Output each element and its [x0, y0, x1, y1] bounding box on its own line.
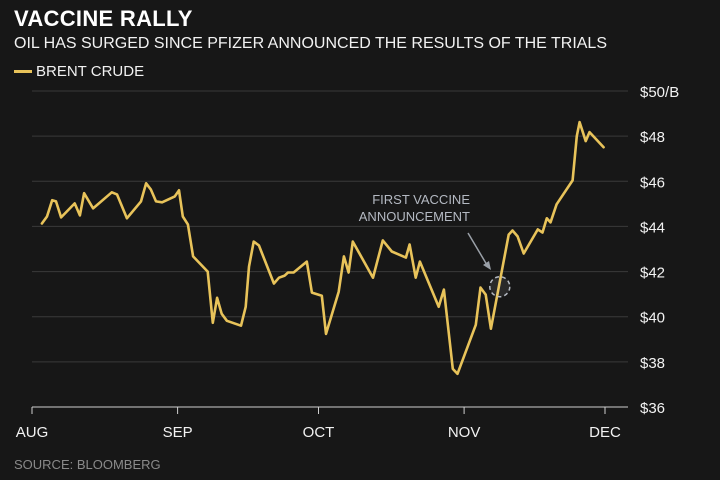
source-note: SOURCE: BLOOMBERG: [14, 457, 161, 472]
y-tick-label: $42: [640, 265, 665, 282]
x-tick-label: DEC: [589, 424, 621, 441]
annotation-text: ANNOUNCEMENT: [359, 209, 470, 224]
x-tick-label: AUG: [16, 424, 49, 441]
annotation-text: FIRST VACCINE: [372, 192, 470, 207]
legend-label: BRENT CRUDE: [36, 63, 145, 80]
legend-swatch: [14, 70, 32, 73]
y-tick-label: $50/B: [640, 84, 679, 101]
y-tick-label: $36: [640, 400, 665, 417]
y-tick-label: $46: [640, 174, 665, 191]
chart-title: VACCINE RALLY: [14, 6, 193, 31]
y-tick-label: $44: [640, 219, 665, 236]
x-tick-label: OCT: [303, 424, 335, 441]
y-tick-label: $48: [640, 129, 665, 146]
annotation-circle: [489, 275, 511, 298]
chart-subtitle: OIL HAS SURGED SINCE PFIZER ANNOUNCED TH…: [14, 35, 607, 52]
annotation-arrowhead-icon: [483, 261, 491, 270]
annotation-arrow-line: [467, 232, 488, 266]
y-tick-label: $38: [640, 355, 665, 372]
x-tick-label: NOV: [448, 424, 481, 441]
series-line-brent-crude: [40, 120, 605, 376]
x-tick-label: SEP: [163, 424, 193, 441]
y-tick-label: $40: [640, 310, 665, 327]
legend: BRENT CRUDE: [14, 63, 144, 80]
